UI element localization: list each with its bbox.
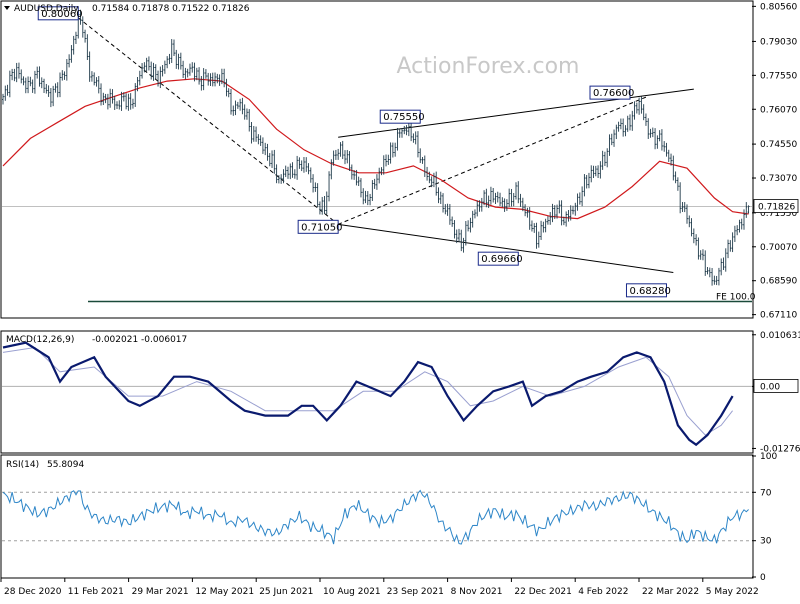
price-annotation-label: 0.71050 [301,222,342,233]
macd-panel[interactable] [0,330,754,454]
ohlc-values: 0.71584 0.71878 0.71522 0.71826 [92,4,250,14]
trendline [338,223,674,273]
price-annotation-box [37,6,79,21]
price-tick-label: 0.77550 [760,71,797,81]
rsi-value: 55.8094 [47,460,84,470]
macd-signal-line [2,346,733,436]
price-annotation-label: 0.69660 [481,254,522,265]
price-annotation-label: 0.75550 [383,112,424,123]
x-tick-label: 29 Mar 2021 [132,587,189,597]
price-annotation-box [589,85,631,100]
macd-line [2,341,734,447]
price-tick-label: 0.67110 [760,311,797,321]
price-header: AUDUSD,Daily 0.71584 0.71878 0.71522 0.7… [4,4,250,14]
price-annotation-box [477,251,519,266]
price-panel[interactable] [0,0,754,319]
macd-header: MACD(12,26,9) -0.002021 -0.006017 [6,335,187,345]
macd-values: -0.002021 -0.006017 [92,335,187,345]
rsi-tick-label: 100 [760,452,777,462]
macd-tick-label: -0.012767 [760,444,800,454]
x-tick-label: 4 Feb 2022 [578,587,628,597]
watermark-text: ActionForex.com [397,54,580,79]
price-tick-label: 0.80560 [760,2,797,12]
macd-last-box [753,379,799,393]
rsi-tick-label: 30 [760,537,772,547]
macd-tick-label: 0.010631 [760,331,800,341]
rsi-header: RSI(14) 55.8094 [6,460,84,470]
price-annotation-box [625,283,667,298]
x-tick-label: 12 May 2021 [195,587,254,597]
dropdown-triangle-icon[interactable] [4,6,10,10]
price-annotation-box [297,219,339,234]
price-tick-label: 0.73070 [760,174,797,184]
rsi-tick-label: 0 [760,573,766,583]
price-tick-label: 0.71550 [760,209,797,219]
x-tick-label: 11 Feb 2021 [68,587,124,597]
x-tick-label: 5 May 2022 [706,587,759,597]
moving-average-line [2,78,749,220]
x-tick-label: 25 Jun 2021 [259,587,313,597]
price-tick-label: 0.74550 [760,140,797,150]
x-tick-label: 28 Dec 2020 [4,587,62,597]
x-tick-label: 10 Aug 2021 [323,587,381,597]
trendline [77,17,339,225]
price-tick-label: 0.70070 [760,243,797,253]
x-axis: 28 Dec 2020 11 Feb 2021 29 Mar 2021 12 May … [0,578,759,597]
x-tick-label: 23 Sep 2021 [387,587,444,597]
rsi-line [2,489,749,545]
price-tick-label: 0.68590 [760,277,797,287]
macd-last-label: 0.00 [760,382,780,392]
macd-name: MACD(12,26,9) [6,335,74,345]
x-tick-label: 8 Nov 2021 [451,587,503,597]
price-annotation-label: 0.68280 [629,286,670,297]
price-annotation-label: 0.76600 [593,88,634,99]
rsi-name: RSI(14) [6,460,39,470]
price-tick-label: 0.76070 [760,105,797,115]
symbol-label: AUDUSD,Daily [14,4,79,14]
x-tick-label: 22 Mar 2022 [642,587,699,597]
price-annotation-label: 0.80060 [41,9,82,20]
x-tick-label: 22 Dec 2021 [514,587,572,597]
price-annotation-box [379,109,421,124]
rsi-tick-label: 70 [760,488,772,498]
price-tick-label: 0.79030 [760,37,797,47]
last-price-box [753,199,799,213]
fe-level-label: FE 100.0 [716,293,756,303]
last-price-label: 0.71826 [758,203,795,213]
watermark: ActionForex.com [397,54,580,79]
rsi-panel[interactable] [0,454,754,579]
